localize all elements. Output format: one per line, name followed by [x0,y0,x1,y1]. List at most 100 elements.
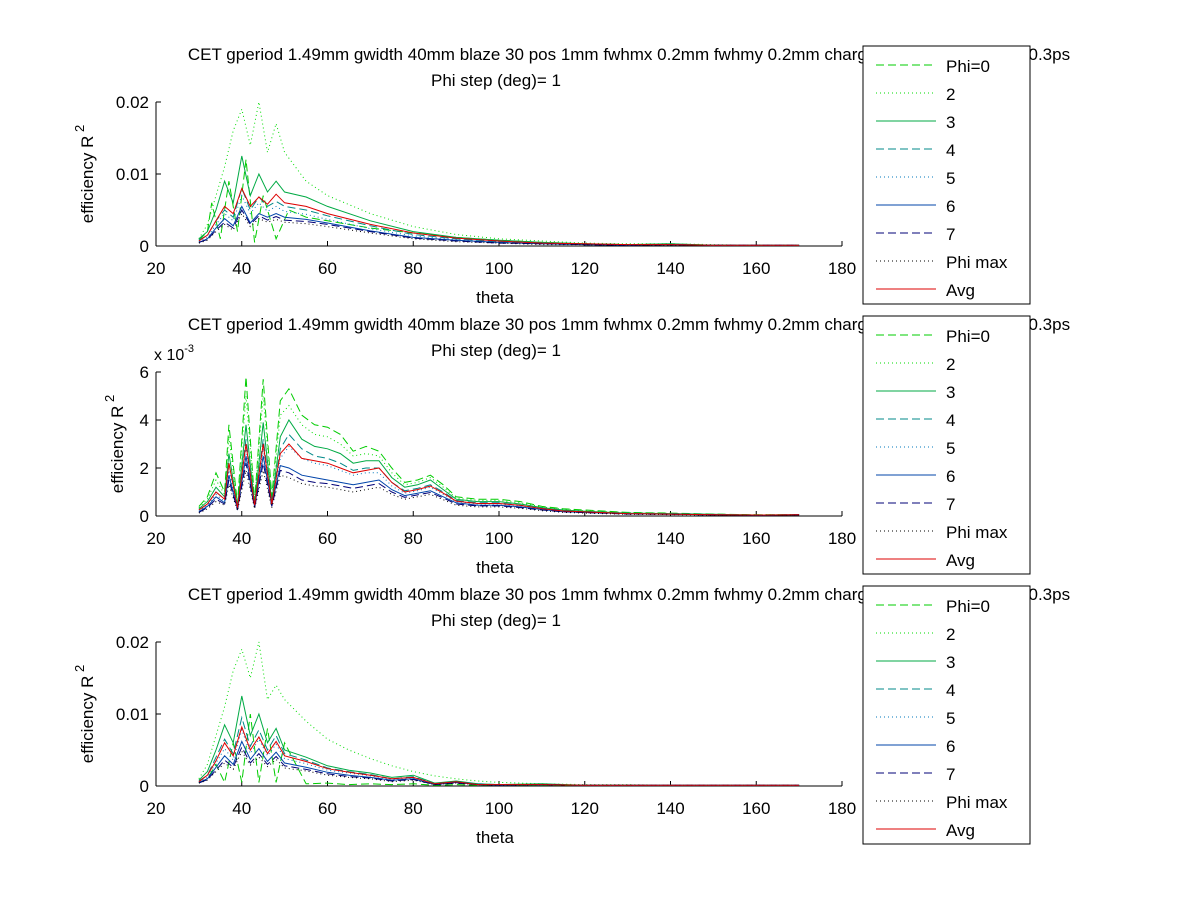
series-line-4 [198,186,800,246]
x-tick-label: 80 [404,799,423,818]
x-tick-label: 140 [656,529,684,548]
legend-label: Avg [946,551,975,570]
x-axis-label: theta [476,558,514,577]
chart-panel-1: 20 40 60 80 100 120 140 160 180 0 0.01 0.02 CET gper… [72,45,1070,307]
legend-label: 5 [946,439,955,458]
y-tick-label: 0.02 [116,633,149,652]
x-tick-label: 160 [742,259,770,278]
series-line-6 [198,205,800,246]
legend-box [862,585,1031,845]
series-line-7 [198,463,800,516]
legend-label: Phi max [946,793,1008,812]
x-tick-label: 160 [742,529,770,548]
legend-label: 2 [946,355,955,374]
series-line-2 [198,101,800,246]
legend-label: 4 [946,681,955,700]
x-tick-label: 60 [318,259,337,278]
chart-title: CET gperiod 1.49mm gwidth 40mm blaze 30 … [188,315,1070,334]
legend-label: 7 [946,225,955,244]
legend-box [862,315,1031,575]
y-tick-label: 4 [140,411,149,430]
x-tick-label: 60 [318,529,337,548]
legend-label: Phi=0 [946,327,990,346]
series-line-avg [198,187,800,246]
legend-label: 7 [946,765,955,784]
legend-label: 5 [946,709,955,728]
legend-label: 5 [946,169,955,188]
x-axis-label: theta [476,288,514,307]
x-tick-label: 40 [232,799,251,818]
series-line-3 [198,155,800,246]
series-line-3 [198,419,800,516]
y-axis-label: efficiency R 2 [72,665,97,763]
legend-label: Phi max [946,523,1008,542]
plot-area [198,101,800,246]
x-tick-label: 120 [571,799,599,818]
series-line-5 [198,728,800,786]
series-line-phi-max [198,470,800,516]
chart-subtitle: Phi step (deg)= 1 [431,611,561,630]
series-line-2 [198,395,800,516]
series-line-3 [198,695,800,786]
series-line-6 [198,740,800,786]
y-tick-label: 0.01 [116,705,149,724]
legend: Phi=0 2 3 4 5 6 7 Phi max Avg [862,315,1031,575]
y-tick-label: 0 [140,507,149,526]
x-tick-label: 20 [147,529,166,548]
chart-panel-2: 20 40 60 80 100 120 140 160 180 0 2 4 6 x 10-3 CET gpe… [102,315,1070,577]
x-axis-label: theta [476,828,514,847]
series-line-4 [198,715,800,786]
x-tick-label: 40 [232,259,251,278]
y-exponent-label: x 10-3 [154,343,194,364]
series-line-5 [198,445,800,516]
legend-label: Phi=0 [946,57,990,76]
chart-subtitle: Phi step (deg)= 1 [431,71,561,90]
x-tick-label: 60 [318,799,337,818]
legend-label: 3 [946,383,955,402]
legend-label: 4 [946,411,955,430]
legend: Phi=0 2 3 4 5 6 7 Phi max Avg [862,585,1031,845]
series-line-5 [198,194,800,246]
plot-area [198,376,800,516]
chart-title: CET gperiod 1.49mm gwidth 40mm blaze 30 … [188,585,1070,604]
x-tick-label: 20 [147,259,166,278]
y-tick-label: 6 [140,363,149,382]
x-tick-label: 180 [828,799,856,818]
plot-area [198,641,800,786]
legend-label: 3 [946,113,955,132]
legend-label: 2 [946,625,955,644]
x-tick-label: 100 [485,799,513,818]
x-tick-label: 140 [656,799,684,818]
x-tick-label: 80 [404,259,423,278]
legend-label: 4 [946,141,955,160]
legend-label: 6 [946,197,955,216]
x-tick-label: 140 [656,259,684,278]
chart-panel-3: 20 40 60 80 100 120 140 160 180 0 0.01 0.02 CET gper… [72,585,1070,847]
series-line-avg [198,725,800,786]
x-tick-label: 20 [147,799,166,818]
x-tick-label: 40 [232,529,251,548]
y-tick-label: 0 [140,237,149,256]
series-line-avg [198,443,800,516]
series-line-7 [198,745,800,786]
legend-label: Phi max [946,253,1008,272]
legend-label: Phi=0 [946,597,990,616]
x-tick-label: 100 [485,529,513,548]
chart-subtitle: Phi step (deg)= 1 [431,341,561,360]
chart-title: CET gperiod 1.49mm gwidth 40mm blaze 30 … [188,45,1070,64]
y-tick-label: 0.02 [116,93,149,112]
x-tick-label: 180 [828,259,856,278]
y-tick-label: 2 [140,459,149,478]
legend-label: 6 [946,467,955,486]
y-axis-label: efficiency R 2 [102,395,127,493]
x-tick-label: 80 [404,529,423,548]
series-line-phi-max [198,212,800,246]
legend-label: Avg [946,821,975,840]
x-tick-label: 120 [571,529,599,548]
y-tick-label: 0 [140,777,149,796]
y-axis-label: efficiency R 2 [72,125,97,223]
series-line-phi-0 [198,713,800,786]
x-tick-label: 180 [828,529,856,548]
x-tick-label: 100 [485,259,513,278]
